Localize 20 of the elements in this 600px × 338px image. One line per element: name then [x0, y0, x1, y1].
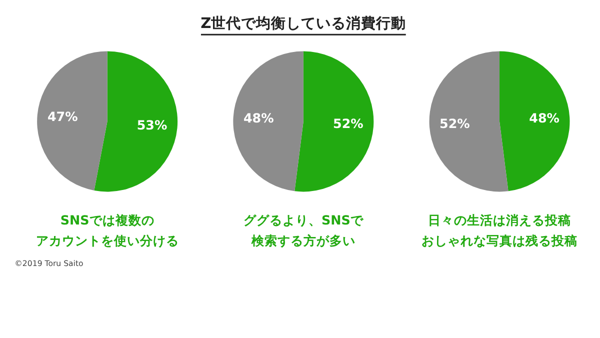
text: 検索する方が多い [250, 232, 356, 248]
text: SNSでは複数の [60, 212, 154, 228]
pie-slice [294, 51, 374, 192]
data-label: 53% [136, 118, 168, 133]
data-label: 52% [333, 116, 364, 132]
pie-slice [37, 51, 108, 190]
data-label: 47% [47, 109, 78, 124]
text: おしゃれな写真は残る投稿 [422, 232, 578, 248]
pie-slice [233, 51, 304, 192]
pie-slice [429, 51, 508, 192]
pie-slice [500, 51, 570, 192]
text: 日々の生活は消える投稿 [428, 212, 572, 228]
data-label: 52% [440, 116, 470, 132]
pie-slice [94, 51, 178, 192]
text: ググるより、SNSで [243, 212, 364, 228]
text: ©2019 Toru Saito [14, 258, 84, 268]
data-label: 48% [243, 110, 274, 126]
text: アカウントを使い分ける [36, 232, 179, 248]
data-label: 48% [529, 110, 560, 126]
chart-title: Z世代で均衡している消費行動 [200, 14, 406, 32]
